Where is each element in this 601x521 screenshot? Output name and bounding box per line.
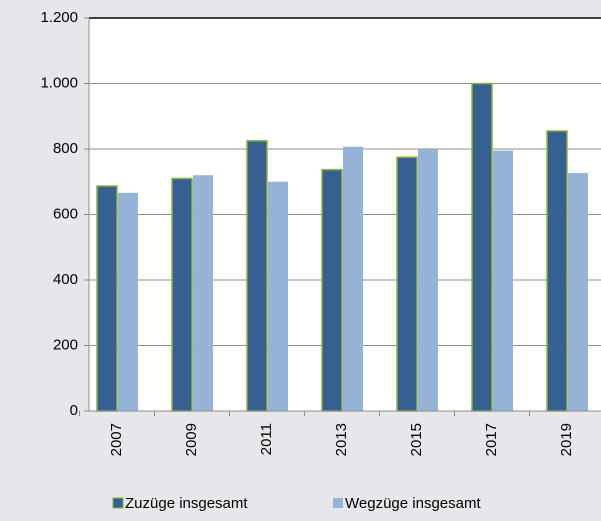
y-tick-label: 600: [53, 205, 78, 222]
bar: [343, 146, 363, 411]
x-tick-label: 2019: [558, 423, 575, 456]
x-tick-label: 2015: [408, 423, 425, 456]
bar: [546, 130, 568, 412]
bar: [418, 149, 438, 411]
bar: [568, 172, 588, 411]
legend-swatch: [333, 498, 343, 508]
x-tick-label: 2011: [258, 423, 275, 455]
y-tick-label: 1.000: [40, 74, 78, 91]
bar: [171, 177, 193, 412]
bar: [321, 168, 343, 412]
y-tick-label: 200: [53, 336, 78, 353]
x-tick-label: 2007: [108, 423, 125, 456]
x-tick-label: 2009: [183, 423, 200, 456]
x-tick-label: 2017: [483, 423, 500, 456]
y-tick-label: 0: [70, 402, 78, 419]
x-tick-label: 2013: [333, 423, 350, 456]
y-tick-label: 400: [53, 271, 78, 288]
bar: [396, 156, 418, 412]
bar: [471, 82, 493, 412]
y-tick-label: 800: [53, 140, 78, 157]
bar: [246, 140, 268, 412]
legend-label: Zuzüge insgesamt: [125, 495, 248, 512]
bar: [493, 150, 513, 411]
bar: [118, 192, 138, 411]
legend-swatch: [112, 497, 124, 509]
y-tick-label: 1.200: [40, 9, 78, 26]
bar: [268, 181, 288, 411]
legend-label: Wegzüge insgesamt: [345, 495, 481, 512]
bar: [193, 175, 213, 411]
bar: [96, 185, 118, 412]
